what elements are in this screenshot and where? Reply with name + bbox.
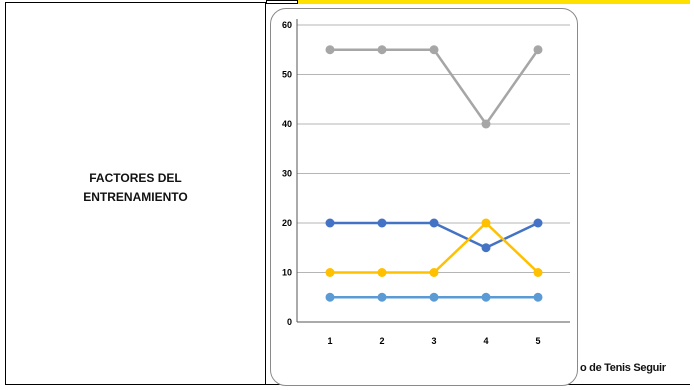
series: [325, 45, 543, 302]
x-tick-label: 4: [483, 336, 488, 346]
data-point: [533, 218, 543, 228]
y-tick-label: 30: [282, 169, 292, 179]
data-point: [533, 292, 543, 302]
chart-area-frame: [270, 8, 578, 386]
header-cell-blank: [266, 0, 298, 4]
data-point: [325, 45, 335, 55]
data-point: [429, 292, 439, 302]
y-tick-label: 20: [282, 218, 292, 228]
series-1: [325, 45, 543, 129]
data-point: [429, 268, 439, 277]
data-point: [533, 45, 543, 55]
data-point: [325, 218, 335, 228]
tick-labels: 0 10 20 30 40 50 60 1 2 3 4 5: [282, 20, 541, 346]
data-point: [481, 243, 491, 253]
data-point: [377, 292, 387, 302]
data-point: [325, 292, 335, 302]
series-line: [330, 48, 540, 126]
data-point: [377, 268, 387, 277]
line-chart: 0 10 20 30 40 50 60 1 2 3 4 5: [282, 19, 570, 346]
y-tick-label: 40: [282, 119, 292, 129]
y-tick-label: 10: [282, 268, 292, 278]
data-point: [377, 45, 387, 55]
data-point: [481, 119, 491, 129]
axes: [296, 19, 570, 323]
series-3: [325, 218, 543, 277]
data-point: [325, 268, 335, 277]
footer-text: o de Tenis Seguir: [580, 362, 666, 374]
x-tick-label: 5: [535, 336, 540, 346]
data-point: [429, 45, 439, 55]
data-point: [533, 268, 543, 277]
y-tick-label: 0: [287, 317, 292, 327]
series-4: [325, 292, 543, 302]
row-label: FACTORES DEL ENTRENAMIENTO: [83, 170, 188, 204]
x-tick-label: 2: [379, 336, 384, 346]
x-tick-label: 1: [327, 336, 332, 346]
label-cell: FACTORES DEL ENTRENAMIENTO: [5, 2, 266, 385]
y-tick-label: 50: [282, 70, 292, 80]
data-point: [481, 218, 491, 228]
series-line: [330, 221, 539, 274]
x-tick-label: 3: [431, 336, 436, 346]
data-point: [377, 218, 387, 228]
data-point: [429, 218, 439, 228]
y-tick-label: 60: [282, 20, 292, 30]
header-highlight-bar: [298, 0, 690, 4]
data-point: [481, 292, 491, 302]
